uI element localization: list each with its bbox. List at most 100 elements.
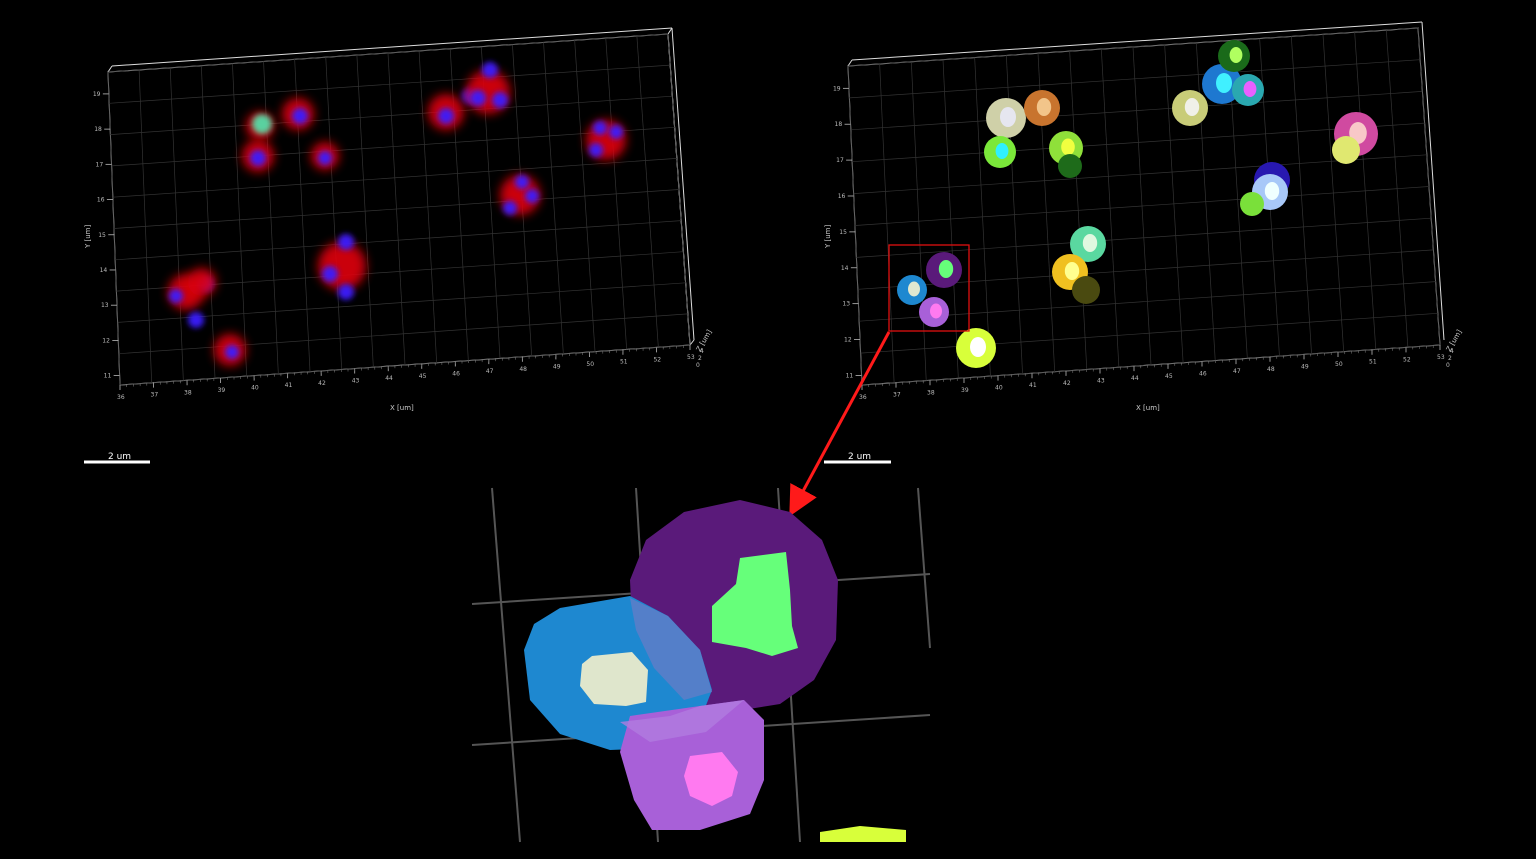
left-grid-line xyxy=(119,344,691,386)
left-x-tick-label: 45 xyxy=(419,373,427,380)
left-x-tick-label: 40 xyxy=(251,385,259,392)
zoomed-inset xyxy=(471,487,931,843)
left-z-tick-label: 4 xyxy=(700,348,704,355)
right-grid-line xyxy=(853,154,1427,194)
nucleus-blob xyxy=(525,189,539,203)
left-x-tick-label: 51 xyxy=(620,359,628,366)
cell-body xyxy=(1332,136,1360,164)
nucleus-blob xyxy=(503,201,517,215)
zoom-region-box xyxy=(888,244,970,332)
left-x-axis-label: X [um] xyxy=(390,404,414,412)
right-grid-line xyxy=(849,59,1421,99)
cell-body xyxy=(1240,192,1264,216)
segmented-cell xyxy=(1172,90,1208,126)
right-y-tick-label: 11 xyxy=(846,372,854,379)
left-grid-line xyxy=(110,95,673,135)
left-grid xyxy=(107,33,691,386)
cell-nucleus xyxy=(970,337,986,357)
right-x-tick-label: 41 xyxy=(1029,382,1037,389)
nucleus-blob xyxy=(292,108,308,124)
right-grid-line xyxy=(854,186,1430,226)
cell-nucleus xyxy=(1064,262,1080,280)
cell-nucleus xyxy=(930,303,942,319)
segmented-cell xyxy=(1232,74,1264,106)
right-grid-line xyxy=(861,344,1441,386)
right-z-tick-label: 2 xyxy=(1448,355,1452,362)
zoom-arrow xyxy=(789,331,891,517)
nucleus-blob xyxy=(609,125,623,139)
cell-body xyxy=(1058,154,1082,178)
left-x-tick-label: 50 xyxy=(586,361,594,368)
right-x-tick-label: 48 xyxy=(1267,366,1275,373)
left-scale-bar-label: 2 um xyxy=(108,452,131,462)
left-x-tick-label: 42 xyxy=(318,380,326,387)
left-x-tick-label: 47 xyxy=(486,368,494,375)
left-y-tick-label: 19 xyxy=(93,91,101,98)
left-bounding-box xyxy=(107,27,695,386)
right-grid-line xyxy=(850,91,1423,131)
left-scale-bar: 2 um xyxy=(84,452,150,464)
left-x-ticks: 36 37 38 39 40 41 42 43 44 45 46 47 48 49 50 51 52 53 xyxy=(117,345,695,401)
segmented-cell xyxy=(956,328,996,368)
left-cell-stains xyxy=(168,62,626,366)
cell-nucleus xyxy=(1036,98,1052,116)
right-scale-bar: 2 um xyxy=(824,452,891,464)
left-grid-line xyxy=(111,126,675,167)
right-y-axis-label: Y [um] xyxy=(824,225,832,249)
right-grid-line xyxy=(847,27,1419,67)
left-stained-cell xyxy=(318,234,366,300)
segmented-cell xyxy=(984,136,1016,168)
right-x-tick-label: 50 xyxy=(1335,361,1343,368)
nucleus-blob xyxy=(252,114,272,134)
cell-nucleus xyxy=(1264,182,1280,200)
segmented-cell xyxy=(1024,90,1060,126)
cell-body xyxy=(1072,276,1100,304)
segmented-cell xyxy=(1218,40,1250,72)
right-z-axis-label: Z [um] xyxy=(1445,328,1464,353)
left-y-tick-label: 14 xyxy=(100,267,108,274)
cell-nucleus xyxy=(1000,107,1016,127)
left-stained-cell xyxy=(466,62,510,114)
left-stained-cell xyxy=(500,175,540,215)
cell-nucleus xyxy=(1216,73,1232,93)
nucleus-blob xyxy=(515,175,529,189)
nucleus-blob xyxy=(169,289,183,303)
segmented-cell xyxy=(897,275,927,305)
nucleus-blob xyxy=(492,92,508,108)
cell-nucleus xyxy=(1061,138,1075,156)
inset-violet-nucleus xyxy=(684,752,738,806)
nucleus-blob xyxy=(322,266,338,282)
right-x-tick-label: 47 xyxy=(1233,368,1241,375)
inset-yellow-cell-edge xyxy=(820,826,906,842)
right-y-tick-label: 13 xyxy=(842,301,850,308)
left-z-axis-label: Z [um] xyxy=(695,328,714,353)
cell-nucleus xyxy=(995,143,1009,159)
right-x-tick-label: 39 xyxy=(961,387,969,394)
segmented-cell xyxy=(1070,226,1106,262)
left-x-tick-label: 48 xyxy=(519,366,527,373)
left-x-tick-label: 41 xyxy=(285,382,293,389)
right-x-tick-label: 53 xyxy=(1437,354,1445,361)
right-y-tick-label: 17 xyxy=(836,157,844,164)
left-y-tick-label: 12 xyxy=(102,337,110,344)
left-z-tick-label: 2 xyxy=(698,355,702,362)
left-stained-cell xyxy=(214,334,246,366)
segmented-cell xyxy=(1240,192,1264,216)
left-x-tick-label: 39 xyxy=(218,387,226,394)
right-segmented-cells xyxy=(897,40,1378,368)
right-y-tick-label: 16 xyxy=(838,193,846,200)
cell-nucleus xyxy=(1243,81,1257,97)
right-z-ticks: 024 xyxy=(1446,348,1454,369)
right-z-tick-label: 0 xyxy=(1446,362,1450,369)
left-x-tick-label: 44 xyxy=(385,375,393,382)
left-stained-cell xyxy=(586,120,626,160)
left-x-tick-label: 36 xyxy=(117,394,125,401)
left-x-tick-label: 53 xyxy=(687,354,695,361)
left-grid-line xyxy=(117,282,686,323)
right-x-tick-label: 46 xyxy=(1199,370,1207,377)
right-x-tick-label: 37 xyxy=(893,392,901,399)
left-3d-render: 36 37 38 39 40 41 42 43 44 45 46 47 48 49 50 51 52 53 111… xyxy=(84,27,714,412)
left-y-tick-label: 11 xyxy=(104,373,112,380)
right-grid-line xyxy=(852,122,1425,163)
